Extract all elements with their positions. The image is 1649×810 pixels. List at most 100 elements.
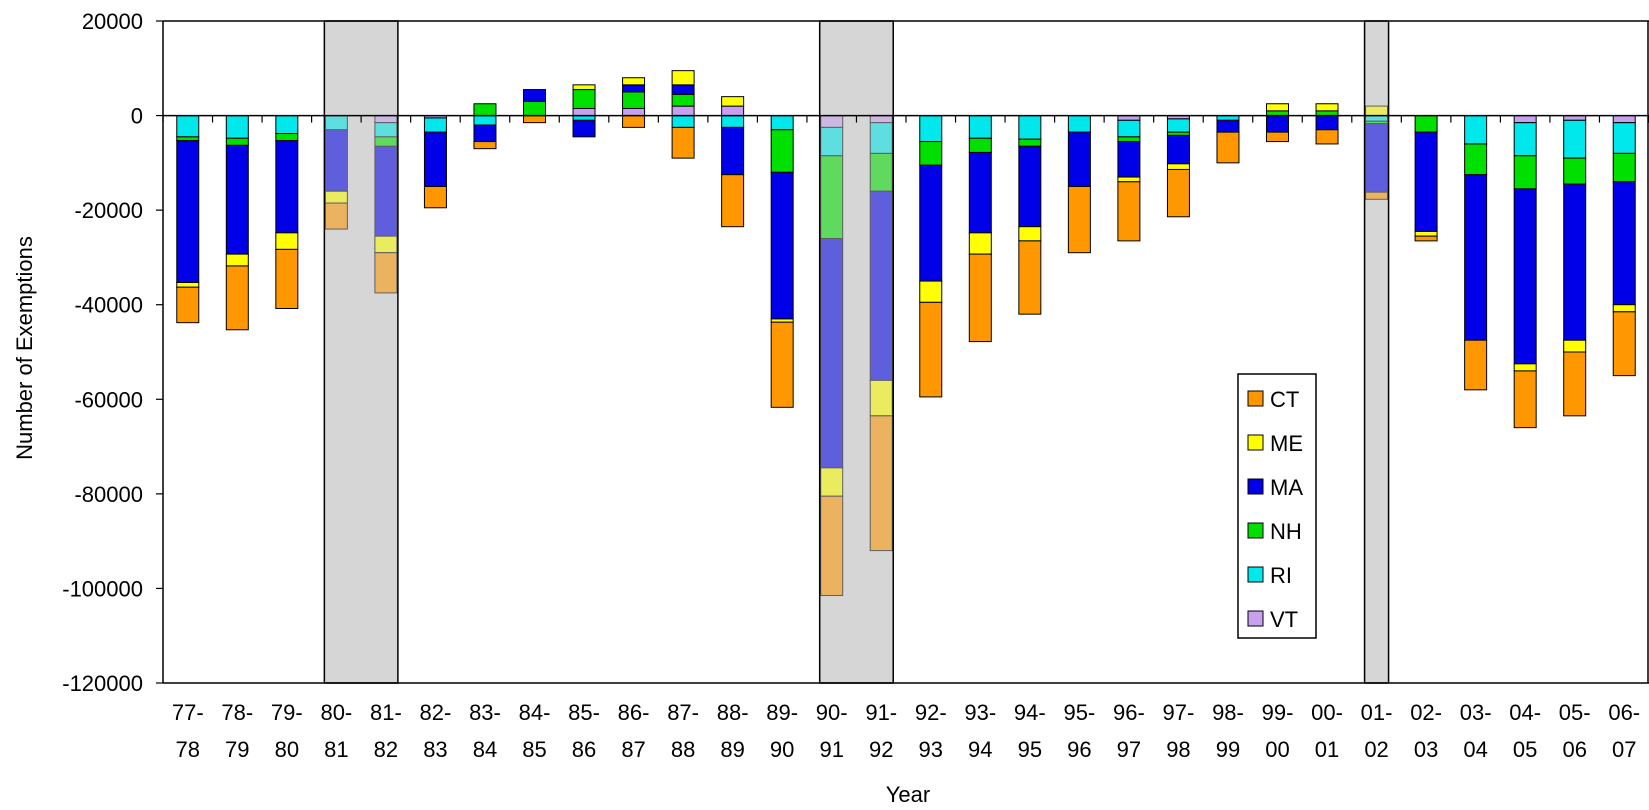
- x-axis-title: Year: [886, 782, 930, 807]
- bar-ma-0203: [1414, 131, 1438, 232]
- bar-me-0405: [1513, 363, 1537, 372]
- legend-label-ct: CT: [1270, 387, 1299, 412]
- bar-ri-9697: [1117, 119, 1141, 138]
- x-tick-label-top: 94-: [1014, 700, 1046, 725]
- x-tick-label-bottom: 99: [1216, 737, 1240, 762]
- bar-nh-0506: [1563, 157, 1587, 185]
- x-tick-label-bottom: 85: [522, 737, 546, 762]
- bar-ct-9091: [820, 495, 844, 597]
- bar-me-0506: [1563, 339, 1587, 353]
- bar-ct-8384: [473, 141, 497, 150]
- x-tick-label-bottom: 79: [225, 737, 249, 762]
- bar-nh-0607: [1612, 152, 1636, 183]
- x-tick-label-top: 78-: [221, 700, 253, 725]
- bar-ct-8990: [770, 321, 794, 408]
- bar-ct-7980: [275, 248, 299, 309]
- bar-ma-9293: [919, 164, 943, 282]
- bar-vt-8889: [721, 105, 745, 117]
- x-tick-label-top: 05-: [1559, 700, 1591, 725]
- tick-labels-layer: 20000 0 -20000 -40000 -60000 -80000 -100000 -12…: [62, 9, 1640, 762]
- bar-ma-0001: [1315, 115, 1339, 131]
- bar-nh-9495: [1018, 138, 1042, 147]
- bar-ma-8889: [721, 126, 745, 176]
- x-tick-label-top: 06-: [1608, 700, 1640, 725]
- bar-ri-8283: [423, 117, 447, 133]
- bars-layer: [176, 70, 1636, 597]
- y-tick-label: -100000: [62, 576, 143, 601]
- legend-label-me: ME: [1270, 431, 1303, 456]
- bar-nh-0203: [1414, 115, 1438, 133]
- bar-me-8586: [572, 84, 596, 91]
- bar-ct-9798: [1166, 168, 1190, 218]
- bar-vt-8788: [671, 105, 695, 117]
- x-tick-label-bottom: 03: [1414, 737, 1438, 762]
- legend-swatch-ct: [1247, 390, 1264, 407]
- y-tick-label: 20000: [82, 9, 143, 34]
- y-tick-label: -40000: [74, 293, 143, 318]
- y-axis-title: Number of Exemptions: [12, 236, 37, 460]
- x-tick-label-top: 79-: [271, 700, 303, 725]
- x-tick-label-top: 88-: [717, 700, 749, 725]
- x-tick-label-top: 90-: [816, 700, 848, 725]
- bar-ri-8788: [671, 115, 695, 128]
- x-tick-label-top: 82-: [420, 700, 452, 725]
- bar-ct-9697: [1117, 181, 1141, 242]
- x-tick-label-bottom: 91: [819, 737, 843, 762]
- y-tick-label: -120000: [62, 671, 143, 696]
- bar-nh-8485: [523, 100, 546, 117]
- bar-ri-9495: [1018, 115, 1042, 140]
- x-tick-label-bottom: 90: [770, 737, 794, 762]
- x-tick-label-bottom: 02: [1364, 737, 1388, 762]
- bar-ct-9900: [1266, 131, 1289, 143]
- bar-ma-8990: [770, 171, 794, 320]
- bar-me-9900: [1266, 103, 1289, 112]
- legend-label-ri: RI: [1270, 563, 1292, 588]
- bar-ma-8586: [572, 119, 596, 138]
- legend-swatch-vt: [1247, 610, 1264, 627]
- legend-swatch-nh: [1247, 522, 1264, 539]
- axes-layer: [156, 20, 1649, 684]
- bar-ct-9394: [968, 253, 992, 343]
- x-tick-label-top: 77-: [172, 700, 204, 725]
- bar-ri-7879: [225, 115, 249, 139]
- bar-nh-8384: [473, 103, 497, 117]
- x-tick-label-top: 96-: [1113, 700, 1145, 725]
- bar-vt-8687: [622, 107, 646, 117]
- x-tick-label-top: 95-: [1063, 700, 1095, 725]
- x-tick-label-top: 87-: [667, 700, 699, 725]
- x-tick-label-bottom: 93: [919, 737, 943, 762]
- bar-me-7879: [225, 253, 249, 267]
- legend-swatch-ma: [1247, 478, 1264, 495]
- bar-me-0607: [1612, 304, 1636, 313]
- bar-ct-0203: [1414, 235, 1438, 242]
- bar-nh-7778: [176, 136, 200, 142]
- bar-ma-9697: [1117, 141, 1141, 178]
- x-tick-label-bottom: 98: [1166, 737, 1190, 762]
- x-tick-label-top: 83-: [469, 700, 501, 725]
- bar-me-8788: [671, 70, 695, 86]
- x-tick-label-bottom: 78: [176, 737, 200, 762]
- bar-ct-0607: [1612, 311, 1636, 377]
- bar-ct-0304: [1464, 339, 1488, 391]
- bar-nh-7879: [225, 137, 249, 146]
- bar-ma-8384: [473, 124, 497, 143]
- bar-ma-8283: [423, 131, 447, 187]
- bar-nh-8788: [671, 93, 695, 107]
- legend-swatch-me: [1247, 434, 1264, 451]
- x-tick-label-top: 85-: [568, 700, 600, 725]
- bar-nh-0304: [1464, 143, 1488, 176]
- x-tick-label-top: 00-: [1311, 700, 1343, 725]
- bar-vt-8586: [572, 107, 596, 117]
- y-tick-label: 0: [131, 104, 143, 129]
- bar-ma-9394: [968, 151, 992, 234]
- x-tick-label-top: 92-: [915, 700, 947, 725]
- x-tick-label-top: 81-: [370, 700, 402, 725]
- bar-ma-9899: [1216, 119, 1240, 133]
- bar-ct-8182: [374, 252, 398, 294]
- bar-ct-0102: [1365, 191, 1389, 200]
- x-tick-label-bottom: 88: [671, 737, 695, 762]
- bar-ma-0405: [1513, 188, 1537, 365]
- bar-ma-8788: [671, 84, 695, 95]
- x-tick-label-top: 99-: [1262, 700, 1294, 725]
- bar-me-8889: [721, 96, 745, 107]
